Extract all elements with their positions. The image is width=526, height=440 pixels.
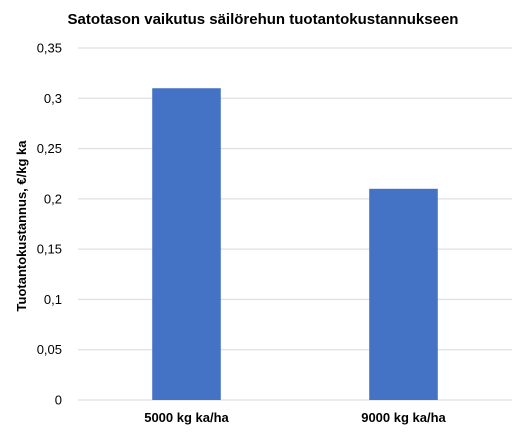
x-axis-categories: 5000 kg ka/ha 9000 kg ka/ha	[144, 410, 446, 425]
y-tick-label: 0,15	[37, 242, 62, 257]
bar	[369, 188, 438, 400]
chart-title: Satotason vaikutus säilörehun tuotantoku…	[68, 11, 459, 28]
y-tick-label: 0,2	[44, 191, 62, 206]
y-axis-title: Tuotantokustannus, €/kg ka	[14, 140, 29, 312]
y-axis-ticks: 0 0,05 0,1 0,15 0,2 0,25 0,3 0,35	[37, 41, 62, 408]
bars	[152, 88, 438, 400]
y-tick-label: 0	[55, 393, 62, 408]
gridlines	[78, 47, 512, 401]
y-tick-label: 0,05	[37, 342, 62, 357]
y-tick-label: 0,3	[44, 91, 62, 106]
y-tick-label: 0,1	[44, 292, 62, 307]
y-tick-label: 0,25	[37, 141, 62, 156]
x-category-label: 9000 kg ka/ha	[361, 410, 446, 425]
bar	[152, 88, 221, 400]
y-tick-label: 0,35	[37, 41, 62, 56]
x-category-label: 5000 kg ka/ha	[144, 410, 229, 425]
